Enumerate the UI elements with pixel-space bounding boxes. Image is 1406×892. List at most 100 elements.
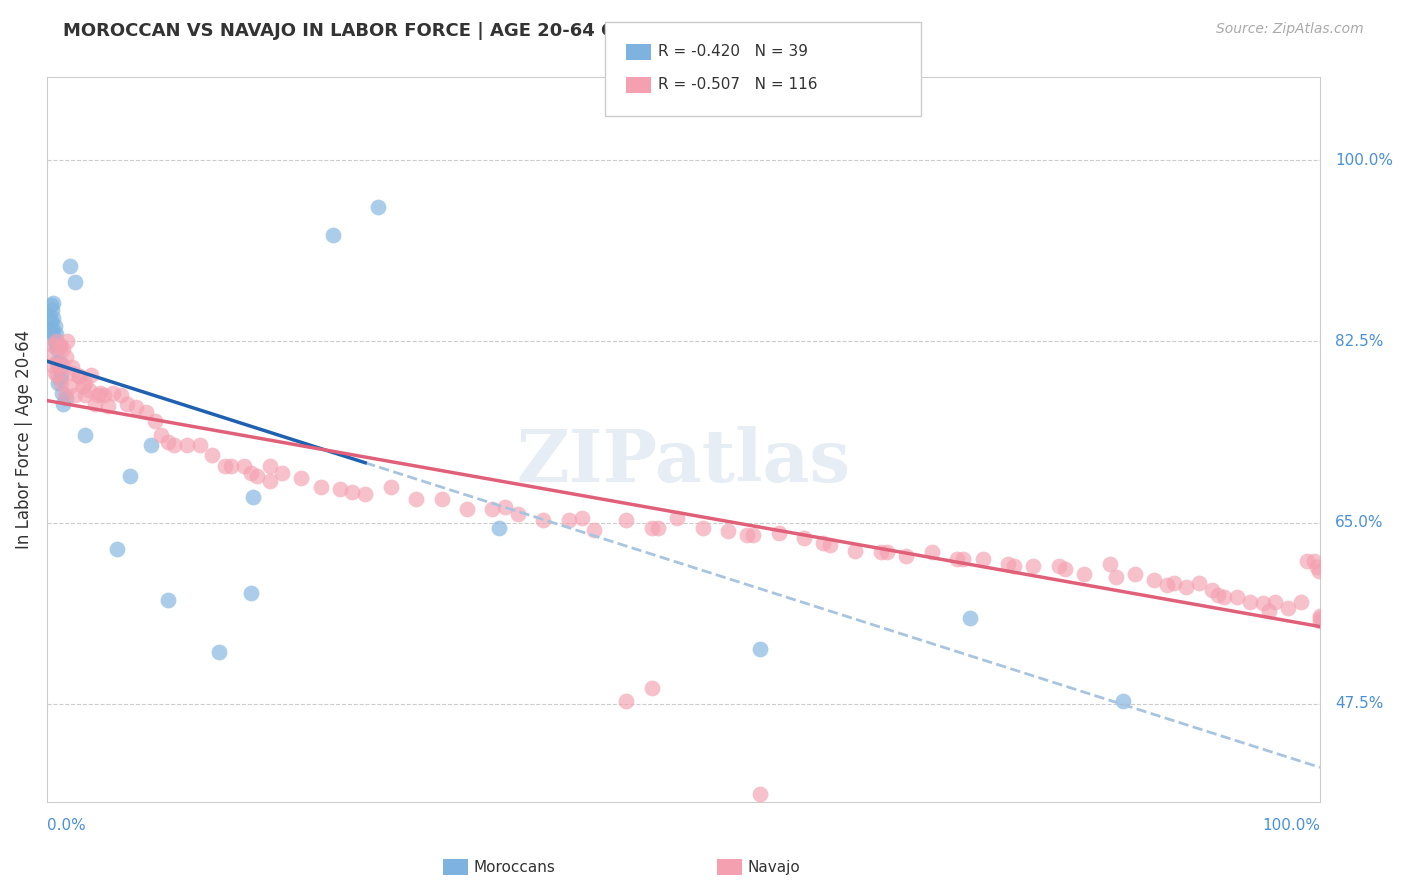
Text: 82.5%: 82.5% (1336, 334, 1384, 349)
Point (46, 376, 69, 390)
Y-axis label: In Labor Force | Age 20-64: In Labor Force | Age 20-64 (15, 330, 32, 549)
Point (48, 370, 70, 384)
Point (1309, 608, 1331, 623)
Point (110, 388, 132, 402)
Point (1098, 557, 1121, 571)
Point (896, 549, 918, 563)
Point (972, 552, 994, 566)
Point (221, 458, 243, 473)
Point (72, 379, 94, 393)
Point (380, 481, 402, 495)
Point (93, 388, 115, 402)
Point (41, 303, 63, 318)
Point (55, 392, 77, 406)
Point (52, 396, 75, 410)
Point (63, 388, 86, 402)
Point (748, 787, 770, 801)
Point (1302, 554, 1324, 568)
Point (46, 359, 69, 373)
Point (156, 434, 179, 449)
Point (242, 490, 264, 504)
Point (959, 611, 981, 625)
Point (67, 368, 90, 383)
Point (105, 541, 128, 556)
Point (53, 388, 76, 402)
Point (558, 513, 581, 527)
Point (818, 539, 841, 553)
Point (1002, 559, 1025, 574)
Point (41, 321, 63, 335)
Point (367, 200, 389, 214)
Point (42, 337, 65, 351)
Point (322, 227, 344, 242)
Point (1054, 562, 1077, 576)
Text: 47.5%: 47.5% (1336, 697, 1384, 712)
Point (1163, 575, 1185, 590)
Point (41, 359, 63, 373)
Point (75, 376, 97, 390)
Point (44, 334, 66, 349)
Point (614, 694, 637, 708)
Point (329, 482, 352, 496)
Point (921, 544, 943, 558)
Point (1188, 575, 1211, 590)
Point (271, 466, 294, 480)
Point (1264, 595, 1286, 609)
Point (48, 340, 70, 354)
Point (46, 337, 69, 351)
Point (640, 681, 662, 696)
Point (1156, 578, 1178, 592)
Point (188, 438, 211, 452)
Point (246, 469, 269, 483)
Point (59, 259, 82, 273)
Point (614, 513, 637, 527)
Point (1226, 591, 1249, 605)
Point (60, 366, 83, 380)
Text: 100.0%: 100.0% (1263, 818, 1320, 833)
Point (748, 642, 770, 657)
Point (647, 521, 669, 535)
Text: ZIPatlas: ZIPatlas (516, 426, 851, 497)
Text: MOROCCAN VS NAVAJO IN LABOR FORCE | AGE 20-64 CORRELATION CHART: MOROCCAN VS NAVAJO IN LABOR FORCE | AGE … (63, 22, 817, 40)
Point (1239, 595, 1261, 609)
Point (46, 355, 69, 369)
Point (1047, 559, 1070, 574)
Point (48, 355, 70, 369)
Point (67, 368, 90, 383)
Point (156, 593, 179, 607)
Point (869, 544, 891, 558)
Point (342, 484, 364, 499)
Point (952, 552, 974, 566)
Point (1022, 559, 1045, 574)
Point (717, 524, 740, 538)
Text: 100.0%: 100.0% (1336, 153, 1393, 168)
Point (77, 383, 100, 397)
Point (1308, 565, 1330, 579)
Point (75, 427, 97, 442)
Point (1123, 567, 1146, 582)
Point (1105, 569, 1128, 583)
Point (46, 368, 69, 382)
Point (488, 521, 510, 535)
Point (44, 318, 66, 333)
Point (309, 481, 332, 495)
Point (214, 458, 236, 473)
Point (1258, 604, 1281, 618)
Point (84, 396, 107, 410)
Point (176, 438, 198, 452)
Point (813, 536, 835, 550)
Point (115, 396, 138, 410)
Text: R = -0.507   N = 116: R = -0.507 N = 116 (658, 78, 817, 92)
Point (75, 388, 97, 402)
Point (125, 400, 148, 414)
Point (56, 334, 79, 349)
Point (481, 502, 503, 516)
Point (201, 449, 224, 463)
Point (51, 359, 73, 373)
Point (531, 513, 554, 527)
Point (63, 276, 86, 290)
Point (1175, 580, 1198, 594)
Point (640, 521, 662, 535)
Point (80, 368, 103, 382)
Point (1309, 611, 1331, 625)
